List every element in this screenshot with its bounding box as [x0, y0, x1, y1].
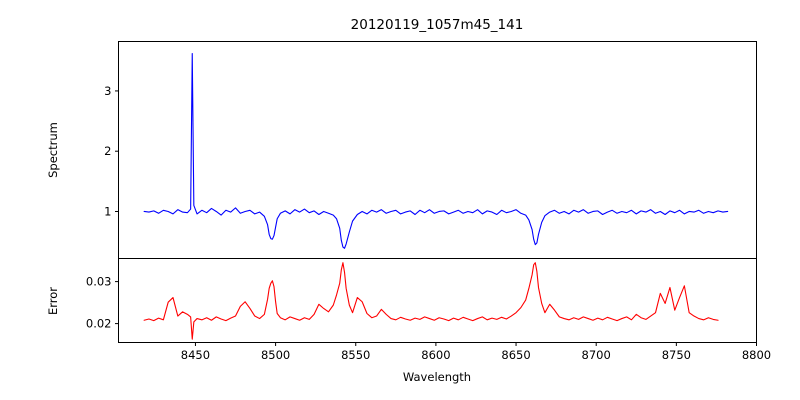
x-tick-label: 8700 [582, 348, 611, 362]
error-y-axis-label: Error [46, 287, 60, 315]
y-tick-label: 3 [104, 84, 111, 98]
error-panel: 0.020.03 Error 8450 8500 8550 8600 8650 8700 8… [46, 258, 771, 384]
y-tick-label: 0.02 [86, 317, 112, 331]
x-tick-label: 8500 [261, 348, 290, 362]
x-tick-label: 8650 [501, 348, 530, 362]
error-line [143, 262, 719, 340]
spectrum-line [143, 53, 729, 249]
x-tick-label: 8750 [662, 348, 691, 362]
error-y-ticks: 0.02 0.03 [86, 275, 119, 331]
x-tick-label: 8550 [341, 348, 370, 362]
error-panel-frame [118, 258, 757, 343]
x-tick-label: 8450 [181, 348, 210, 362]
x-tick-label: 8600 [421, 348, 450, 362]
error-series-group [143, 262, 719, 340]
page-title: 20120119_1057m45_141 [351, 17, 524, 33]
x-axis-label: Wavelength [403, 370, 471, 384]
spectrum-y-axis-label: Spectrum [46, 122, 60, 178]
x-tick-label: 8800 [742, 348, 771, 362]
spectrum-series-group [143, 53, 729, 249]
spectrum-y-ticks: 1 2 3 [104, 84, 119, 218]
y-tick-label: 0.03 [86, 275, 112, 289]
x-axis-ticks: 8450 8500 8550 8600 8650 8700 8750 8800 [181, 342, 771, 362]
y-tick-label: 1 [104, 204, 111, 218]
y-tick-label: 2 [104, 144, 111, 158]
